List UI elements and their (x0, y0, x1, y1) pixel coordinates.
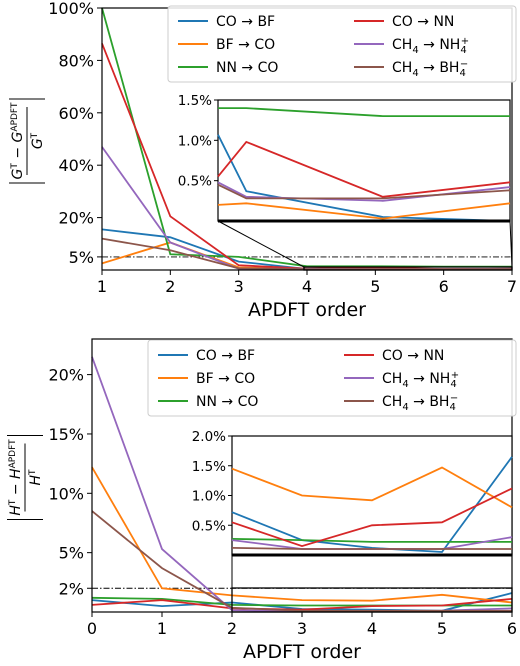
legend-label-CH4_BH4: CH4 → BH4− (382, 393, 458, 413)
y-tick-label: 2% (59, 579, 84, 598)
inset-y-tick-label: 1.0% (178, 133, 212, 149)
inset-y-tick-label: 1.5% (178, 93, 212, 109)
inset-series-line-CO_NN (231, 487, 513, 548)
legend: CO → BF BF → CO NN → CO CO → NN CH4 → NH4+ CH… (167, 5, 517, 83)
inset-y-tick-label: 0.5% (178, 174, 212, 190)
inset-series-line-BF_CO (217, 202, 511, 220)
series-line-CO_NN (91, 598, 513, 611)
inset-series-line-BF_CO (231, 466, 513, 509)
y-tick-label: 5% (69, 248, 94, 267)
y-tick-label: 15% (48, 425, 84, 444)
inset-series-line-CH4_BH4 (217, 183, 511, 200)
inset-series-line-NN_CO (231, 538, 512, 543)
x-tick-label: 7 (507, 277, 517, 296)
x-tick-label: 6 (507, 619, 517, 638)
inset-frame (217, 99, 511, 222)
y-tick-label: 40% (58, 156, 94, 175)
x-tick-label: 5 (370, 277, 380, 296)
x-tick-label: 6 (439, 277, 449, 296)
x-tick-label: 0 (87, 619, 97, 638)
y-axis-denominator: GT (30, 132, 46, 149)
chart-1: 1 2 3 4 5 6 7 5% 20% 40% 60% 80% 100% APDFT order GT −… (9, 0, 517, 321)
legend-label-CO_BF: CO → BF (216, 14, 275, 30)
inset-y-tick-label: 2.0% (192, 429, 226, 445)
y-tick-label: 80% (58, 51, 94, 70)
legend-label-CO_NN: CO → NN (382, 348, 444, 364)
legend-frame (167, 5, 517, 83)
y-tick-label: 20% (58, 209, 94, 228)
y-tick-label: 60% (58, 104, 94, 123)
legend-label-NN_CO: NN → CO (196, 394, 258, 410)
legend-frame (147, 339, 517, 417)
legend: CO → BF BF → CO NN → CO CO → NN CH4 → NH4+ CH… (147, 339, 517, 417)
inset-series-line-CO_BF (217, 134, 511, 222)
x-tick-label: 4 (302, 277, 312, 296)
legend-label-BF_CO: BF → CO (216, 37, 275, 53)
y-tick-label: 10% (48, 484, 84, 503)
y-axis-numerator: GT − GAPDFT (10, 102, 26, 179)
inset-y-tick-label: 0.5% (192, 518, 226, 534)
inset-axes: 0.5% 1.0% 1.5% (178, 93, 511, 223)
inset-series-line-CH4_BH4 (231, 547, 512, 550)
y-axis-denominator: HT (28, 469, 44, 486)
x-tick-label: 1 (97, 277, 107, 296)
x-tick-label: 5 (437, 619, 447, 638)
inset-series-line-CO_NN (217, 140, 511, 198)
x-tick-label: 3 (234, 277, 244, 296)
legend-label-CO_NN: CO → NN (392, 14, 454, 30)
inset-y-tick-label: 1.5% (192, 459, 226, 475)
legend-label-CH4_NH4: CH4 → NH4+ (392, 36, 469, 56)
inset-series-line-NN_CO (218, 107, 510, 117)
series-line-BF_CO (101, 241, 513, 271)
x-tick-label: 2 (227, 619, 237, 638)
inset-axes: 0.5% 1.0% 1.5% 2.0% (192, 429, 513, 557)
inset-connector (217, 220, 305, 268)
legend-label-BF_CO: BF → CO (196, 371, 255, 387)
inset-series-line-CO_BF (231, 456, 513, 553)
inset-y-tick-label: 1.0% (192, 489, 226, 505)
legend-label-CH4_NH4: CH4 → NH4+ (382, 370, 459, 390)
x-tick-label: 2 (165, 277, 175, 296)
legend-label-NN_CO: NN → CO (216, 60, 278, 76)
legend-label-CO_BF: CO → BF (196, 348, 255, 364)
series-line-BF_CO (91, 466, 513, 604)
x-tick-label: 3 (297, 619, 307, 638)
series-line-CH4_BH4 (91, 510, 512, 612)
x-axis-label: APDFT order (243, 641, 361, 663)
legend-label-CH4_BH4: CH4 → BH4− (392, 59, 468, 79)
chart-2: 0 1 2 3 4 5 6 2% 5% 10% 15% 20% APDFT order HT − HAPD… (7, 338, 517, 663)
x-tick-label: 4 (367, 619, 377, 638)
y-tick-label: 5% (59, 544, 84, 563)
series-line-CH4_BH4 (101, 237, 513, 271)
x-axis-label: APDFT order (248, 299, 366, 321)
y-axis-numerator: HT − HAPDFT (8, 439, 24, 516)
inset-frame (231, 435, 513, 556)
y-tick-label: 100% (48, 0, 94, 18)
y-tick-label: 20% (48, 366, 84, 385)
x-tick-label: 1 (157, 619, 167, 638)
